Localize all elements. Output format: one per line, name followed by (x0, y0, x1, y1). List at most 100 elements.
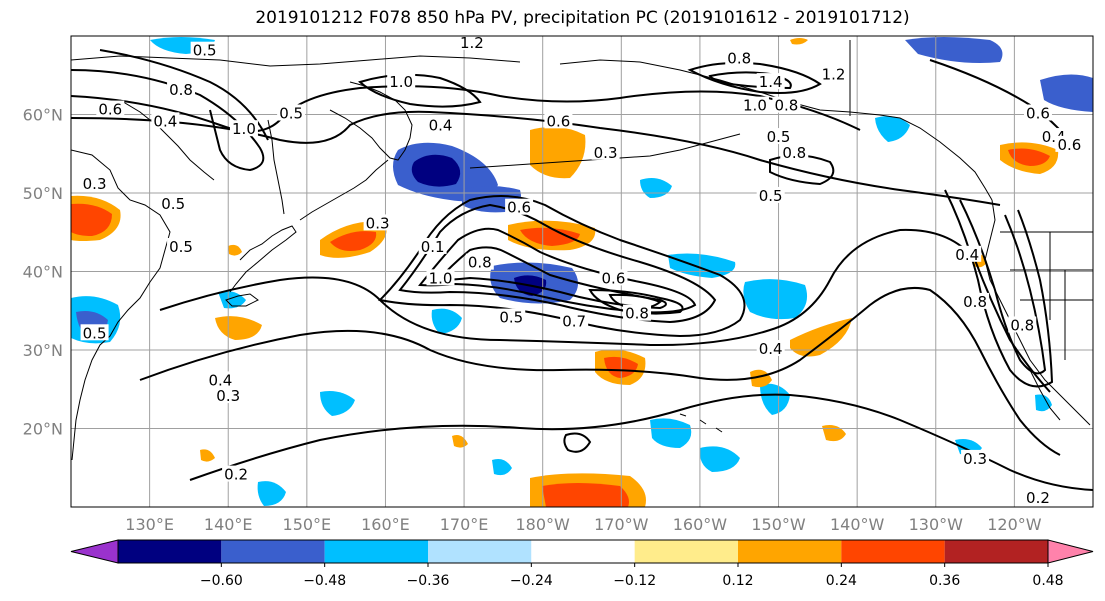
neg-anomaly-core (411, 154, 461, 187)
contour-label: 0.8 (468, 254, 492, 272)
colorbar-tick-label: −0.24 (510, 573, 553, 589)
pv-contour (708, 71, 792, 90)
contour-label-bg (505, 198, 534, 215)
pos-anomaly-patch (215, 316, 262, 340)
contour-label: 0.5 (759, 187, 783, 205)
contour-label: 0.4 (759, 340, 783, 358)
contour-label: 1.0 (743, 97, 767, 115)
neg-anomaly-patch (668, 253, 736, 278)
contour-label: 1.0 (232, 120, 256, 138)
contour-label: 1.2 (822, 65, 846, 83)
colorbar-extend-max (1047, 539, 1094, 564)
latitude-label: 30°N (23, 341, 63, 360)
pv-contour (99, 49, 269, 141)
asia-coastline (119, 99, 215, 181)
contour-label: 0.8 (169, 81, 193, 99)
longitude-label: 150°E (283, 515, 332, 534)
colorbar-segment (428, 540, 532, 563)
longitude-label: 160°E (361, 515, 410, 534)
contour-label-bg (961, 449, 990, 466)
contour-label-bg (159, 194, 188, 211)
contour-label-bg (953, 245, 982, 262)
contour-label-bg (1055, 135, 1084, 152)
longitude-label: 130°E (125, 515, 174, 534)
pv-contour (959, 199, 1047, 375)
contour-label-bg (756, 73, 785, 90)
longitude-labels: 130°E 140°E 150°E 160°E 170°E 180°W 170°W 160°W… (125, 515, 1041, 534)
contour-label-bg (426, 116, 455, 133)
contour-label-bg (623, 304, 652, 321)
map-frame (70, 35, 1094, 508)
contour-label-bg (96, 100, 125, 117)
latitude-label: 50°N (23, 184, 63, 203)
contour-label: 0.3 (594, 144, 618, 162)
map-title: 2019101212 F078 850 hPa PV, precipitatio… (255, 8, 910, 28)
colorbar-frame (117, 539, 1049, 564)
colorbar-segment (531, 540, 635, 563)
contour-label-bg (426, 269, 455, 286)
contour-label: 0.6 (546, 112, 570, 130)
contour-label: 0.5 (161, 195, 185, 213)
longitude-label: 140°E (204, 515, 253, 534)
neg-anomaly-patch (650, 418, 692, 448)
longitude-label: 160°W (673, 515, 728, 534)
neg-anomaly-patch (1035, 394, 1052, 412)
contour-label-bg (1023, 489, 1052, 506)
contour-label-bg (780, 143, 809, 160)
contour-label-bg (363, 214, 392, 231)
contour-label-bg (1008, 316, 1037, 333)
neg-anomaly-patch (743, 279, 808, 320)
pv-contour (71, 110, 1001, 206)
contour-label-bg (544, 112, 573, 129)
pos-anomaly-patch (520, 227, 580, 246)
contour-label-bg (80, 175, 109, 192)
pos-anomaly-patch (330, 231, 377, 251)
colorbar-segment (118, 540, 222, 563)
contour-label-bg (560, 312, 589, 329)
colorbar-segment (738, 540, 842, 563)
contour-label: 0.5 (279, 105, 303, 123)
pos-anomaly-patch (530, 126, 586, 179)
contour-label-bg (151, 112, 180, 129)
contour-label-bg (222, 465, 251, 482)
contour-label: 0.6 (507, 199, 531, 217)
contour-label-bg (214, 387, 243, 404)
contour-label-bg (418, 237, 447, 254)
colorbar-tick-label: 0.12 (722, 573, 753, 589)
contour-label: 0.2 (1026, 489, 1050, 507)
contour-label: 0.7 (562, 313, 586, 331)
longitude-label: 120°W (987, 515, 1042, 534)
contour-label-bg (457, 33, 486, 50)
neg-anomaly-patch (905, 37, 1003, 63)
pv-contour (687, 61, 822, 94)
neg-anomaly-patch (640, 178, 672, 198)
contour-label: 0.4 (153, 112, 177, 130)
kuril-islands (299, 159, 389, 221)
pos-anomaly-patch (228, 244, 242, 256)
contour-label-bg (190, 41, 219, 58)
contour-label: 0.3 (366, 214, 390, 232)
contour-label: 0.4 (429, 116, 453, 134)
longitude-label: 170°E (440, 515, 489, 534)
latitude-label: 60°N (23, 106, 63, 125)
contour-label-bg (1023, 104, 1052, 121)
contour-label: 1.4 (759, 73, 783, 91)
baja-coastline (1029, 369, 1061, 421)
contour-label: 0.6 (98, 101, 122, 119)
japan-coastline (225, 293, 259, 307)
colorbar-segment (221, 540, 325, 563)
japan-coastline (229, 225, 297, 293)
contour-label: 1.2 (460, 34, 484, 52)
colorbar-segment (634, 540, 738, 563)
pos-anomaly-patch (542, 483, 629, 507)
contour-label: 0.1 (421, 238, 445, 256)
siberia-coastline (71, 55, 521, 67)
contour-label: 0.5 (767, 128, 791, 146)
contour-label: 0.5 (499, 309, 523, 327)
colorbar-tick-label: −0.12 (613, 573, 656, 589)
contour-label: 1.0 (389, 73, 413, 91)
contour-label-bg (756, 340, 785, 356)
contour-label-bg (725, 49, 754, 66)
contour-label: 0.6 (602, 269, 626, 287)
